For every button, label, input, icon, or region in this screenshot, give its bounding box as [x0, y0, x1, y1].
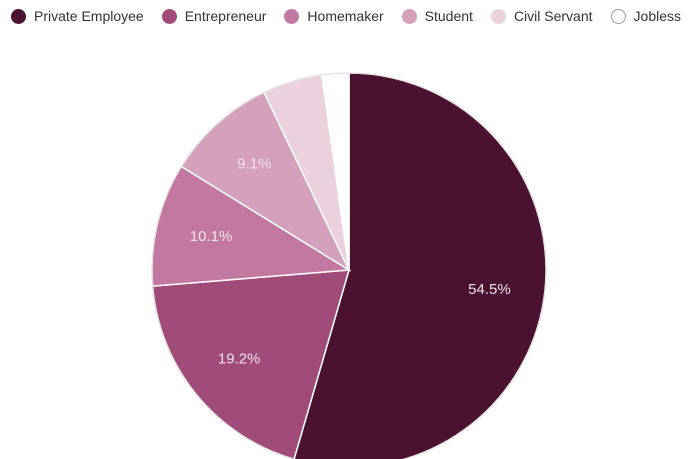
legend-item-entrepreneur[interactable]: Entrepreneur	[161, 8, 267, 24]
slice-label-private-employee: 54.5%	[468, 281, 511, 298]
legend-item-private-employee[interactable]: Private Employee	[10, 8, 144, 24]
legend-swatch-student	[401, 8, 417, 24]
legend-item-civil-servant[interactable]: Civil Servant	[490, 8, 593, 24]
legend-label-entrepreneur: Entrepreneur	[184, 8, 267, 24]
legend-label-civil-servant: Civil Servant	[513, 8, 593, 24]
slice-label-entrepreneur: 19.2%	[218, 351, 261, 368]
slice-label-homemaker: 10.1%	[190, 228, 233, 245]
legend-swatch-civil-servant	[490, 8, 506, 24]
legend-swatch-jobless	[610, 8, 626, 24]
legend-label-homemaker: Homemaker	[307, 8, 384, 24]
slice-label-student: 9.1%	[237, 155, 271, 172]
legend-swatch-entrepreneur	[161, 8, 177, 24]
legend-item-student[interactable]: Student	[401, 8, 473, 24]
pie-outline	[151, 72, 547, 459]
legend-swatch-homemaker	[284, 8, 300, 24]
legend-item-jobless[interactable]: Jobless	[610, 8, 681, 24]
legend-item-homemaker[interactable]: Homemaker	[284, 8, 384, 24]
legend-label-student: Student	[424, 8, 473, 24]
legend-label-private-employee: Private Employee	[33, 8, 144, 24]
legend: Private Employee Entrepreneur Homemaker …	[0, 8, 692, 24]
legend-swatch-private-employee	[10, 8, 26, 24]
legend-label-jobless: Jobless	[633, 8, 681, 24]
